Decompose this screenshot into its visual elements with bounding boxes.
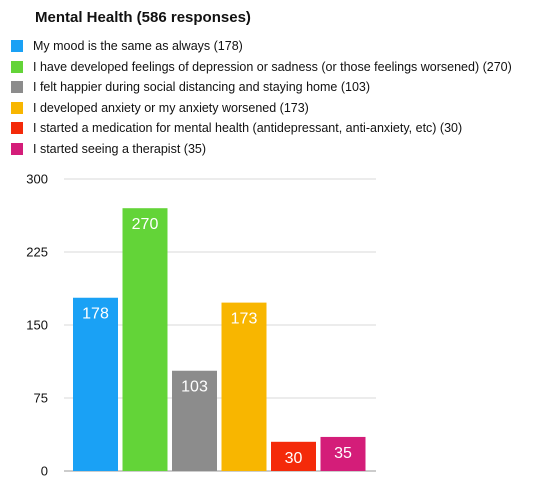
legend-label: I have developed feelings of depression … — [33, 59, 512, 74]
bar-value-label: 178 — [82, 306, 109, 323]
legend-item: I felt happier during social distancing … — [11, 77, 546, 98]
bar-value-label: 270 — [132, 216, 159, 233]
y-tick-label: 300 — [26, 172, 48, 187]
legend-label: I started a medication for mental health… — [33, 121, 463, 136]
legend: My mood is the same as always (178) I ha… — [11, 36, 546, 159]
legend-item: I have developed feelings of depression … — [11, 57, 546, 78]
bar-value-label: 103 — [181, 379, 208, 396]
legend-swatch — [11, 40, 23, 53]
legend-swatch — [11, 60, 23, 73]
legend-swatch — [11, 142, 23, 155]
bar — [221, 302, 267, 471]
chart-title: Mental Health (586 responses) — [35, 9, 251, 26]
bar — [73, 297, 118, 471]
legend-label: I felt happier during social distancing … — [33, 80, 371, 95]
legend-item: I started a medication for mental health… — [11, 118, 546, 139]
legend-item: My mood is the same as always (178) — [11, 36, 546, 57]
legend-label: I developed anxiety or my anxiety worsen… — [33, 100, 309, 115]
bar-value-label: 35 — [334, 445, 352, 462]
legend-label: My mood is the same as always (178) — [33, 39, 243, 54]
bar — [122, 208, 168, 471]
legend-label: I started seeing a therapist (35) — [33, 141, 207, 156]
legend-swatch — [11, 101, 23, 114]
bar-value-label: 173 — [231, 311, 258, 328]
y-tick-label: 225 — [26, 245, 48, 260]
bar — [271, 441, 316, 471]
legend-item: I developed anxiety or my anxiety worsen… — [11, 98, 546, 119]
legend-swatch — [11, 81, 23, 94]
legend-swatch — [11, 122, 23, 135]
y-tick-label: 75 — [34, 391, 48, 406]
y-tick-label: 150 — [26, 318, 48, 333]
legend-item: I started seeing a therapist (35) — [11, 139, 546, 160]
y-tick-label: 0 — [41, 464, 48, 479]
bar-value-label: 30 — [285, 450, 303, 467]
bar — [172, 370, 217, 471]
bar — [320, 436, 366, 471]
